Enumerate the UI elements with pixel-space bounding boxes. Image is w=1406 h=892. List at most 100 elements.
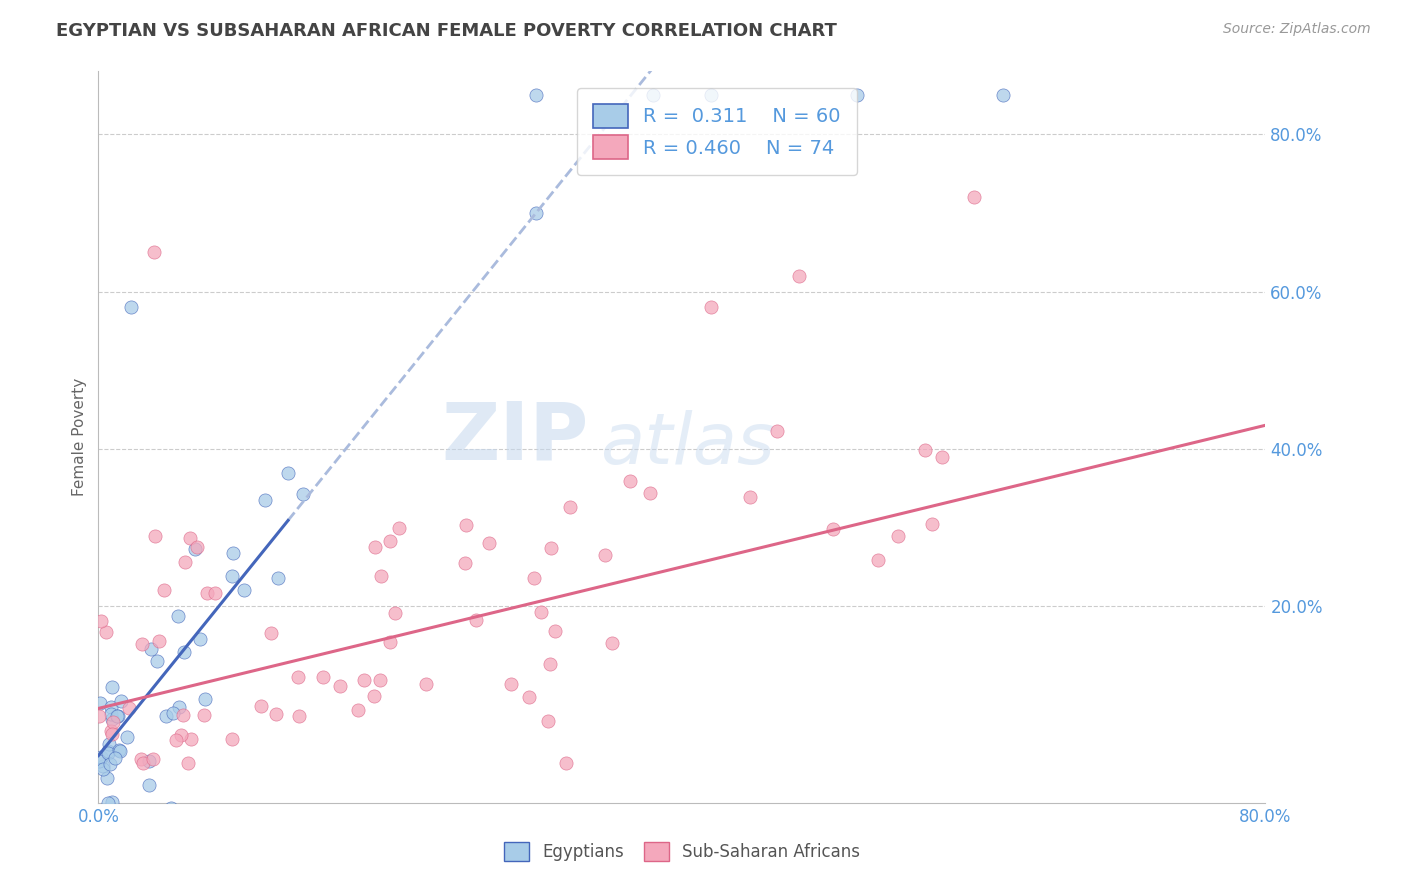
Point xyxy=(160,801,183,815)
Point xyxy=(90,804,112,818)
Point xyxy=(602,636,624,650)
Point xyxy=(138,778,160,792)
Point xyxy=(260,626,283,640)
Point xyxy=(740,490,762,504)
Point xyxy=(167,699,190,714)
Point xyxy=(97,743,120,757)
Text: atlas: atlas xyxy=(600,410,775,479)
Point xyxy=(266,707,288,722)
Point xyxy=(544,624,567,638)
Point xyxy=(222,546,245,560)
Y-axis label: Female Poverty: Female Poverty xyxy=(72,378,87,496)
Point xyxy=(141,641,163,656)
Point xyxy=(107,708,129,723)
Point xyxy=(846,87,869,102)
Point xyxy=(478,536,501,550)
Point xyxy=(142,245,165,260)
Point xyxy=(193,707,215,722)
Point xyxy=(453,556,475,570)
Point xyxy=(641,87,664,102)
Point xyxy=(100,724,122,739)
Point xyxy=(700,301,723,315)
Point xyxy=(540,541,562,556)
Point xyxy=(100,699,122,714)
Point xyxy=(538,657,561,671)
Point xyxy=(384,606,406,620)
Point xyxy=(363,689,385,703)
Point xyxy=(524,87,547,102)
Point xyxy=(329,679,352,693)
Point xyxy=(186,540,208,554)
Point xyxy=(787,268,810,283)
Point xyxy=(96,804,118,818)
Point xyxy=(165,732,187,747)
Point xyxy=(117,731,139,745)
Point xyxy=(153,582,176,597)
Point xyxy=(97,746,120,760)
Text: ZIP: ZIP xyxy=(441,398,589,476)
Point xyxy=(887,529,910,543)
Point xyxy=(368,673,391,688)
Point xyxy=(347,703,370,717)
Point xyxy=(142,752,165,766)
Point xyxy=(962,190,984,204)
Point xyxy=(195,586,218,600)
Point xyxy=(162,706,184,721)
Point xyxy=(97,796,120,810)
Point xyxy=(97,804,120,818)
Point xyxy=(353,673,375,687)
Point xyxy=(523,571,546,585)
Point xyxy=(90,749,112,764)
Point xyxy=(415,676,437,690)
Point xyxy=(101,795,124,809)
Point xyxy=(291,486,314,500)
Point xyxy=(98,756,121,771)
Point xyxy=(991,87,1014,102)
Point xyxy=(288,708,311,723)
Point xyxy=(93,804,115,818)
Point xyxy=(100,707,122,722)
Point xyxy=(914,443,936,458)
Point xyxy=(370,569,392,583)
Point xyxy=(155,708,177,723)
Text: Source: ZipAtlas.com: Source: ZipAtlas.com xyxy=(1223,22,1371,37)
Point xyxy=(104,751,127,765)
Point xyxy=(524,206,547,220)
Point xyxy=(101,680,124,694)
Point xyxy=(638,486,661,500)
Point xyxy=(101,712,124,726)
Point xyxy=(233,582,256,597)
Point xyxy=(921,517,943,532)
Point xyxy=(91,759,114,773)
Point xyxy=(530,605,553,619)
Point xyxy=(558,500,581,514)
Point xyxy=(90,615,112,629)
Point xyxy=(253,492,276,507)
Point xyxy=(94,625,117,640)
Point xyxy=(180,732,202,747)
Point xyxy=(287,670,309,684)
Point xyxy=(108,743,131,757)
Point xyxy=(555,756,578,771)
Point xyxy=(388,520,411,534)
Point xyxy=(823,522,845,536)
Point xyxy=(138,754,160,768)
Point xyxy=(194,691,217,706)
Point xyxy=(499,677,522,691)
Point xyxy=(277,467,299,481)
Point xyxy=(118,701,141,715)
Point xyxy=(312,670,335,684)
Point xyxy=(173,645,195,659)
Point xyxy=(267,570,290,584)
Text: EGYPTIAN VS SUBSAHARAN AFRICAN FEMALE POVERTY CORRELATION CHART: EGYPTIAN VS SUBSAHARAN AFRICAN FEMALE PO… xyxy=(56,22,837,40)
Point xyxy=(172,707,194,722)
Point xyxy=(221,568,243,582)
Point xyxy=(98,804,121,818)
Point xyxy=(868,553,890,567)
Point xyxy=(87,754,110,768)
Point xyxy=(96,772,118,786)
Point xyxy=(364,540,387,554)
Point xyxy=(170,728,193,742)
Point xyxy=(98,737,121,751)
Point xyxy=(105,709,128,723)
